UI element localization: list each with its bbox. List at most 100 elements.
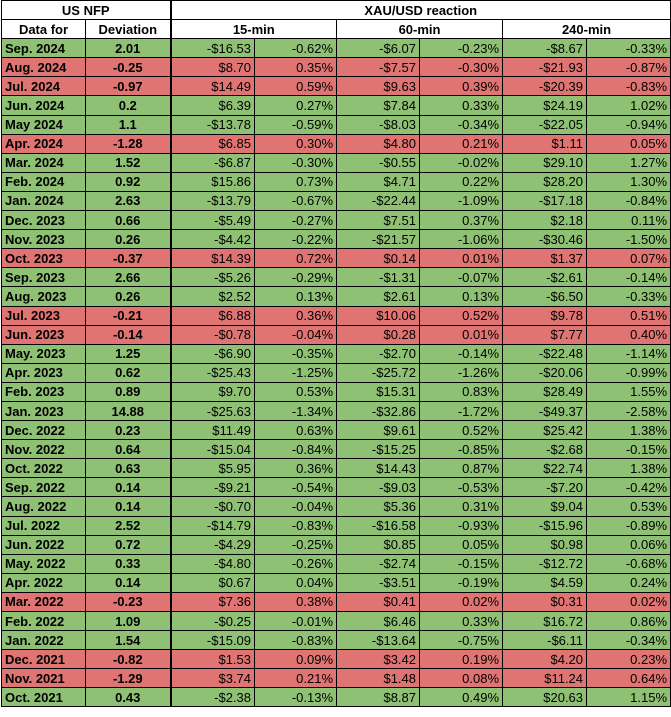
date-cell: Aug. 2023 bbox=[1, 286, 86, 307]
deviation-cell: 2.63 bbox=[84, 190, 172, 212]
deviation-cell: 1.52 bbox=[84, 152, 172, 173]
usd-15min-cell: -$4.29 bbox=[170, 534, 256, 555]
date-cell: Oct. 2021 bbox=[1, 687, 86, 708]
pct-60min-cell: 0.22% bbox=[419, 171, 504, 192]
usd-15min-cell: $5.95 bbox=[170, 458, 256, 479]
pct-60min-cell: 0.13% bbox=[419, 286, 504, 307]
usd-240min-cell: $9.04 bbox=[502, 496, 588, 517]
deviation-cell: -0.23 bbox=[84, 591, 172, 613]
date-cell: Sep. 2024 bbox=[1, 38, 86, 59]
usd-240min-cell: -$8.67 bbox=[502, 38, 588, 59]
usd-15min-cell: -$0.78 bbox=[170, 324, 256, 345]
usd-240min-cell: -$6.50 bbox=[502, 286, 588, 307]
usd-60min-cell: -$6.07 bbox=[336, 38, 421, 59]
pct-15min-cell: -0.27% bbox=[254, 210, 338, 231]
pct-240min-cell: -0.68% bbox=[586, 553, 671, 574]
pct-240min-cell: -2.58% bbox=[586, 400, 671, 422]
pct-15min-cell: 0.13% bbox=[254, 286, 338, 307]
table-row: May. 2022 0.33 -$4.80 -0.26% -$2.74 -0.15% -$1… bbox=[1, 553, 671, 574]
table-row: Mar. 2022 -0.23 $7.36 0.38% $0.41 0.02% $0.31 0… bbox=[1, 591, 671, 613]
pct-15min-cell: -0.04% bbox=[254, 496, 338, 517]
pct-15min-cell: 0.36% bbox=[254, 458, 338, 479]
pct-15min-cell: -0.67% bbox=[254, 190, 338, 212]
header-column-row: Data for Deviation 15-min 60-min 240-min bbox=[1, 19, 671, 40]
usd-15min-cell: $7.36 bbox=[170, 591, 256, 613]
usd-240min-cell: $20.63 bbox=[502, 687, 588, 708]
usd-15min-cell: $6.88 bbox=[170, 305, 256, 326]
pct-60min-cell: -0.34% bbox=[419, 114, 504, 135]
usd-240min-cell: -$2.68 bbox=[502, 439, 588, 460]
usd-15min-cell: $14.49 bbox=[170, 76, 256, 97]
pct-60min-cell: 0.49% bbox=[419, 687, 504, 708]
pct-15min-cell: 0.38% bbox=[254, 591, 338, 613]
usd-240min-cell: -$15.96 bbox=[502, 515, 588, 536]
deviation-cell: -0.97 bbox=[84, 76, 172, 97]
deviation-cell: -0.25 bbox=[84, 57, 172, 78]
usd-240min-cell: -$21.93 bbox=[502, 57, 588, 78]
pct-240min-cell: -0.87% bbox=[586, 57, 671, 78]
table-row: Oct. 2023 -0.37 $14.39 0.72% $0.14 0.01% $1.37… bbox=[1, 248, 671, 269]
pct-15min-cell: -0.01% bbox=[254, 610, 338, 632]
date-cell: Jul. 2023 bbox=[1, 305, 86, 326]
table-row: Jun. 2023 -0.14 -$0.78 -0.04% $0.28 0.01% $7.7… bbox=[1, 324, 671, 345]
date-cell: Jun. 2022 bbox=[1, 534, 86, 555]
pct-60min-cell: -0.23% bbox=[419, 38, 504, 59]
date-cell: May 2024 bbox=[1, 114, 86, 135]
pct-60min-cell: -0.07% bbox=[419, 267, 504, 288]
usd-60min-cell: $3.42 bbox=[336, 649, 421, 670]
usd-240min-cell: $22.74 bbox=[502, 458, 588, 479]
pct-60min-cell: -0.93% bbox=[419, 515, 504, 536]
pct-60min-cell: 0.39% bbox=[419, 76, 504, 97]
usd-60min-cell: $15.31 bbox=[336, 381, 421, 402]
date-cell: Oct. 2022 bbox=[1, 458, 86, 479]
deviation-cell: 0.92 bbox=[84, 171, 172, 192]
usd-15min-cell: $3.74 bbox=[170, 668, 256, 689]
pct-15min-cell: 0.09% bbox=[254, 649, 338, 670]
pct-15min-cell: -0.29% bbox=[254, 267, 338, 288]
date-cell: Aug. 2024 bbox=[1, 57, 86, 78]
date-cell: Sep. 2022 bbox=[1, 477, 86, 498]
usd-60min-cell: $8.87 bbox=[336, 687, 421, 708]
usd-15min-cell: -$4.42 bbox=[170, 229, 256, 250]
date-cell: Sep. 2023 bbox=[1, 267, 86, 288]
usd-15min-cell: $8.70 bbox=[170, 57, 256, 78]
pct-15min-cell: -0.83% bbox=[254, 630, 338, 651]
date-cell: Apr. 2023 bbox=[1, 362, 86, 383]
pct-15min-cell: 0.36% bbox=[254, 305, 338, 326]
usd-240min-cell: $0.98 bbox=[502, 534, 588, 555]
pct-240min-cell: 0.64% bbox=[586, 668, 671, 689]
table-row: May 2024 1.1 -$13.78 -0.59% -$8.03 -0.34% -$22… bbox=[1, 114, 671, 135]
pct-60min-cell: 0.83% bbox=[419, 381, 504, 402]
pct-15min-cell: 0.59% bbox=[254, 76, 338, 97]
date-cell: Jun. 2023 bbox=[1, 324, 86, 345]
usd-240min-cell: -$17.18 bbox=[502, 190, 588, 212]
pct-60min-cell: -0.75% bbox=[419, 630, 504, 651]
pct-15min-cell: -0.35% bbox=[254, 343, 338, 364]
deviation-cell: 1.54 bbox=[84, 630, 172, 651]
pct-15min-cell: -0.84% bbox=[254, 439, 338, 460]
date-cell: Feb. 2022 bbox=[1, 610, 86, 632]
table-row: Jun. 2024 0.2 $6.39 0.27% $7.84 0.33% $24.19 1.… bbox=[1, 95, 671, 116]
pct-15min-cell: 0.04% bbox=[254, 572, 338, 593]
pct-60min-cell: -0.19% bbox=[419, 572, 504, 593]
date-cell: Jan. 2022 bbox=[1, 630, 86, 651]
table-row: Dec. 2021 -0.82 $1.53 0.09% $3.42 0.19% $4.20 0… bbox=[1, 649, 671, 670]
usd-15min-cell: $9.70 bbox=[170, 381, 256, 402]
pct-60min-cell: 0.05% bbox=[419, 534, 504, 555]
usd-15min-cell: -$25.43 bbox=[170, 362, 256, 383]
date-cell: May. 2023 bbox=[1, 343, 86, 364]
pct-15min-cell: -0.22% bbox=[254, 229, 338, 250]
usd-15min-cell: $15.86 bbox=[170, 171, 256, 192]
deviation-cell: -0.21 bbox=[84, 305, 172, 326]
usd-15min-cell: -$6.90 bbox=[170, 343, 256, 364]
usd-15min-cell: $0.67 bbox=[170, 572, 256, 593]
usd-15min-cell: -$15.04 bbox=[170, 439, 256, 460]
pct-15min-cell: -1.34% bbox=[254, 400, 338, 422]
usd-15min-cell: $1.53 bbox=[170, 649, 256, 670]
table-row: Nov. 2023 0.26 -$4.42 -0.22% -$21.57 -1.06% -$… bbox=[1, 229, 671, 250]
table-row: Sep. 2022 0.14 -$9.21 -0.54% -$9.03 -0.53% -$7… bbox=[1, 477, 671, 498]
table-row: Apr. 2023 0.62 -$25.43 -1.25% -$25.72 -1.26% -… bbox=[1, 362, 671, 383]
usd-240min-cell: $2.18 bbox=[502, 210, 588, 231]
deviation-cell: -0.82 bbox=[84, 649, 172, 670]
